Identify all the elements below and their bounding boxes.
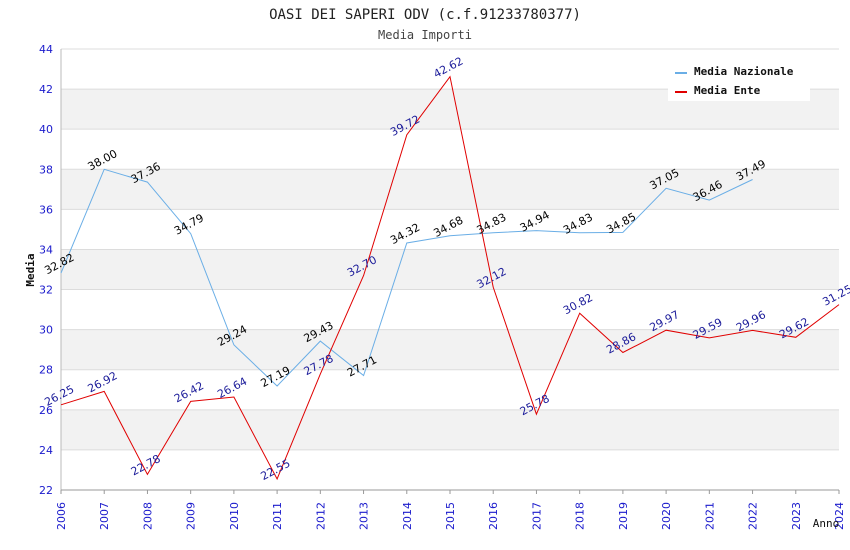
grid-bands [61,89,839,450]
x-tick-label: 2013 [358,502,371,530]
grid-band [61,329,839,370]
legend-label-media-ente: Media Ente [694,84,761,97]
x-tick-label: 2017 [530,502,543,530]
y-tick-label: 32 [39,284,53,297]
grid-band [61,169,839,210]
y-tick-label: 24 [39,444,53,457]
gridlines [61,48,839,491]
x-tick-label: 2011 [271,502,284,530]
y-tick-label: 26 [39,404,53,417]
series-line-1 [60,75,840,481]
x-tick-label: 2008 [141,502,154,530]
x-tick-label: 2015 [444,502,457,530]
x-tick-label: 2006 [55,502,68,530]
y-tick-label: 40 [39,123,53,136]
data-label: 34.79 [172,211,206,237]
legend: Media Nazionale Media Ente [668,58,810,101]
series-lines [60,75,840,481]
x-tick-labels: 2006 2007 2008 2009 2010 2011 2012 2013 2014 2015… [55,490,846,530]
x-tick-label: 2012 [314,502,327,530]
y-tick-label: 42 [39,83,53,96]
x-tick-label: 2016 [487,502,500,530]
y-tick-label: 28 [39,364,53,377]
x-tick-label: 2007 [98,502,111,530]
y-tick-label: 30 [39,324,53,337]
y-tick-label: 34 [39,243,53,256]
legend-label-media-nazionale: Media Nazionale [694,65,794,78]
chart-title: OASI DEI SAPERI ODV (c.f.91233780377) [269,7,581,23]
y-tick-label: 22 [39,484,53,497]
grid-band [61,409,839,450]
series-line-0 [60,168,753,387]
y-tick-label: 36 [39,203,53,216]
legend-box [668,58,810,101]
chart-subtitle: Media Importi [378,28,472,42]
x-tick-label: 2018 [574,502,587,530]
data-label: 22.78 [129,452,163,478]
y-axis-label: Media [24,253,37,286]
data-label: 26.25 [42,383,76,409]
x-tick-label: 2009 [185,502,198,530]
x-tick-label: 2021 [703,502,716,530]
x-tick-label: 2020 [660,502,673,530]
x-tick-label: 2019 [617,502,630,530]
y-tick-label: 44 [39,43,53,56]
x-tick-label: 2014 [401,502,414,530]
x-axis-label: Anno [813,517,840,530]
x-tick-label: 2022 [747,502,760,530]
data-label: 42.62 [431,54,465,80]
data-label: 34.32 [388,221,422,247]
grid-band [61,249,839,290]
x-tick-label: 2023 [790,502,803,530]
data-label: 22.55 [258,457,292,483]
x-tick-label: 2010 [228,502,241,530]
x-tick-label: 2024 [833,502,846,530]
y-tick-label: 38 [39,163,53,176]
y-tick-labels: 22 24 26 28 30 32 34 36 38 40 42 44 [39,43,53,497]
data-label: 30.82 [561,291,595,317]
data-label: 26.42 [172,379,206,405]
